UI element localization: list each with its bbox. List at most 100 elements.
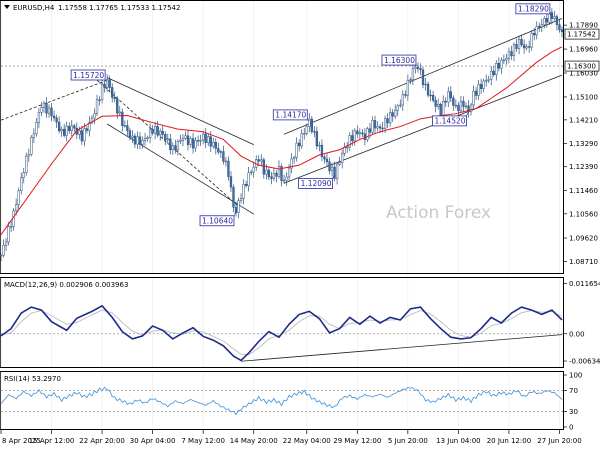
candle-body (543, 18, 545, 24)
candle-body (480, 84, 482, 88)
candle-body (460, 101, 462, 111)
candle-body (420, 68, 422, 69)
candle-body (407, 80, 409, 95)
candle-body (329, 162, 331, 171)
candle-body (344, 147, 346, 153)
candle-body (99, 100, 101, 101)
candle-body (513, 44, 515, 55)
candle-body (351, 136, 353, 141)
price-callout-label: 1.14520 (435, 117, 466, 126)
candle-body (541, 25, 543, 27)
candle-body (210, 137, 212, 147)
candle-body (162, 131, 164, 134)
candle-body (149, 129, 151, 137)
candle-body (276, 173, 278, 176)
candle-body (389, 113, 391, 123)
candle-body (134, 136, 136, 144)
candle-body (478, 84, 480, 95)
candle-body (379, 127, 381, 128)
candle-body (506, 58, 508, 60)
candle-body (326, 159, 328, 162)
candle-body (71, 126, 73, 131)
candle-body (66, 126, 68, 135)
candle-body (23, 173, 25, 178)
price-callout-label: 1.18290 (518, 5, 549, 14)
candle-body (531, 33, 533, 47)
candle-body (114, 97, 116, 98)
candle-body (397, 106, 399, 110)
candle-body (483, 81, 485, 89)
candle-body (359, 133, 361, 134)
candle-body (111, 87, 113, 97)
candle-body (96, 100, 98, 114)
candle-body (3, 245, 5, 255)
candle-body (51, 108, 53, 116)
price-callout-label: 1.12090 (301, 179, 332, 188)
candle-body (38, 112, 40, 122)
candle-body (197, 140, 199, 141)
candle-body (374, 120, 376, 128)
candle-body (94, 114, 96, 119)
candle-body (154, 126, 156, 133)
candle-body (440, 104, 442, 115)
candle-body (0, 255, 2, 256)
candle-body (508, 52, 510, 59)
macd-title: MACD(12,26,9) 0.002906 0.003963 (4, 281, 128, 289)
candle-body (306, 126, 308, 133)
candle-body (404, 95, 406, 96)
candle-body (450, 92, 452, 98)
x-tick-label: 22 May 04:00 (283, 437, 331, 445)
x-tick-label: 7 May 12:00 (181, 437, 225, 445)
y-tick-label: 1.14210 (569, 116, 598, 124)
candle-body (503, 60, 505, 61)
candle-body (61, 129, 63, 131)
y-tick-label: 0 (569, 424, 573, 432)
y-tick-label: 100 (569, 372, 582, 380)
macd-trendline (241, 335, 562, 362)
candle-body (536, 26, 538, 35)
macd-lines (1, 306, 562, 361)
price-callout-label: 1.14170 (275, 111, 306, 120)
candle-body (382, 128, 384, 129)
candle-body (437, 104, 439, 106)
y-tick-label: 1.17890 (569, 22, 598, 30)
candle-body (104, 84, 106, 87)
candle-body (5, 242, 7, 245)
candle-body (245, 184, 247, 185)
candle-body (465, 106, 467, 107)
candle-body (321, 145, 323, 157)
candle-body (30, 137, 32, 154)
candle-body (263, 160, 265, 174)
candle-body (86, 129, 88, 131)
candle-body (217, 148, 219, 152)
candle-body (152, 129, 154, 133)
collapse-triangle-icon (4, 5, 10, 9)
candle-body (142, 140, 144, 144)
candle-body (427, 84, 429, 95)
candle-body (126, 125, 128, 130)
candle-body (452, 98, 454, 105)
candle-body (56, 118, 58, 122)
candle-body (455, 105, 457, 106)
price-callout-label: 1.16300 (384, 56, 415, 65)
candle-body (28, 154, 30, 156)
candle-body (313, 131, 315, 132)
rsi-line (1, 387, 562, 414)
candle-body (25, 156, 27, 173)
x-tick-label: 30 Apr 04:00 (130, 437, 176, 445)
candle-body (180, 140, 182, 141)
price-candles (0, 8, 563, 261)
candle-body (177, 141, 179, 150)
candle-body (316, 132, 318, 146)
candle-body (81, 131, 83, 141)
candle-body (248, 173, 250, 186)
candle-body (20, 178, 22, 191)
price-tag-label: 1.17542 (567, 31, 596, 39)
candle-body (551, 13, 553, 19)
candle-body (253, 167, 255, 172)
price-annotations: 1.157201.106401.141701.120901.163001.145… (71, 4, 552, 226)
candle-body (233, 187, 235, 207)
candle-body (243, 184, 245, 198)
